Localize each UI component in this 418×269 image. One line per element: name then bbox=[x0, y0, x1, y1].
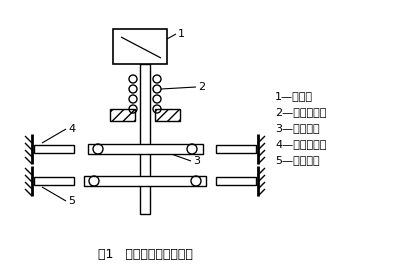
Text: 1—按鈕；: 1—按鈕； bbox=[275, 91, 313, 101]
Text: 3: 3 bbox=[193, 156, 200, 166]
Bar bbox=[216, 145, 256, 153]
Bar bbox=[140, 64, 150, 214]
Bar bbox=[110, 109, 135, 121]
Bar bbox=[155, 109, 180, 121]
Bar bbox=[84, 176, 206, 186]
Text: 4—常闭触头；: 4—常闭触头； bbox=[275, 139, 326, 149]
Text: 2—复位弹簧；: 2—复位弹簧； bbox=[275, 107, 326, 117]
Bar bbox=[34, 145, 74, 153]
Bar bbox=[216, 177, 256, 185]
Bar bbox=[88, 144, 203, 154]
Text: 4: 4 bbox=[68, 124, 75, 134]
Text: 1: 1 bbox=[178, 29, 185, 39]
Text: 2: 2 bbox=[198, 82, 205, 92]
Bar bbox=[113, 29, 167, 64]
Text: 图1   控制按钮结构示意图: 图1 控制按钮结构示意图 bbox=[97, 248, 192, 261]
Text: 5: 5 bbox=[68, 196, 75, 206]
Text: 3—动触头；: 3—动触头； bbox=[275, 123, 320, 133]
Text: 5—常开触头: 5—常开触头 bbox=[275, 155, 320, 165]
Bar bbox=[34, 177, 74, 185]
